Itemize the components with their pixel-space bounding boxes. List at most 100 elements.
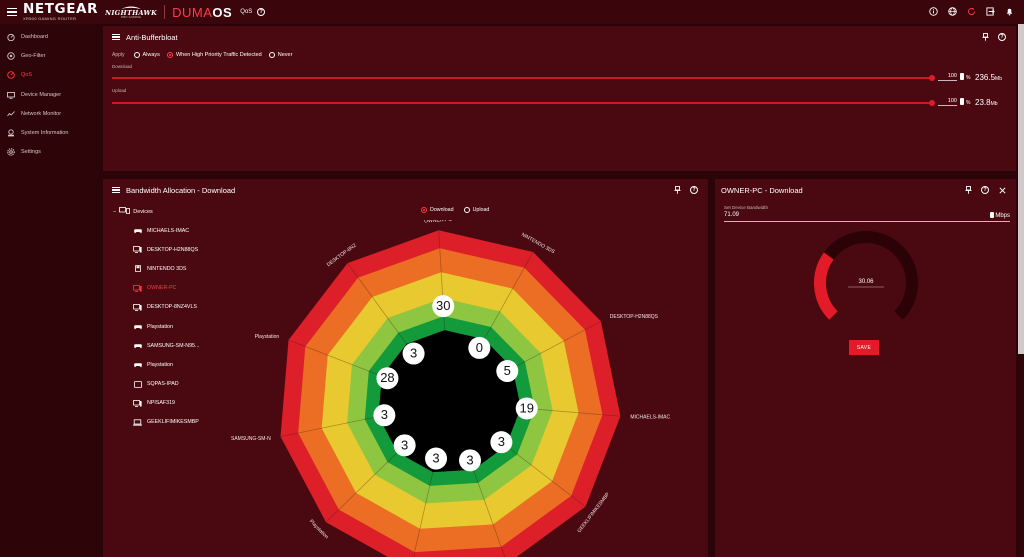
direction-options: Download Upload (421, 207, 489, 213)
sidebar-item-device-manager[interactable]: Device Manager (0, 85, 96, 104)
gauge-track (814, 231, 918, 320)
device-list-item[interactable]: SQPAS-IPAD (133, 375, 199, 394)
device-bandwidth-input[interactable]: 71.09 Mbps (724, 212, 1010, 222)
dumaos-suffix: OS (212, 4, 233, 20)
radar-value-label: 3 (432, 450, 439, 465)
direction-upload-radio[interactable]: Upload (463, 207, 489, 213)
computer-icon (133, 303, 142, 311)
panel-help-icon[interactable]: ? (981, 186, 989, 194)
device-bandwidth-unit: Mbps (990, 212, 1010, 219)
sidebar-item-settings[interactable]: Settings (0, 143, 96, 162)
upload-percent-stepper[interactable] (960, 98, 964, 105)
refresh-icon[interactable] (966, 6, 976, 16)
radar-axis-label: SAMSUNG-SM-N (231, 436, 271, 442)
radar-value-label: 5 (504, 363, 511, 378)
radar-axis-line (505, 445, 586, 507)
radar-axis-label: DESKTOP-H2N88QS (610, 314, 659, 320)
radar-value-label: 3 (381, 407, 388, 422)
panel-help-icon[interactable]: ? (690, 186, 698, 194)
anti-bufferbloat-panel: Anti-Bufferbloat ? Apply Always When Hig… (103, 26, 1016, 171)
devices-tree-root[interactable]: − Devices (113, 207, 153, 216)
pin-icon[interactable] (981, 33, 989, 41)
sidebar-item-label: Device Manager (21, 91, 62, 98)
page-scrollbar-thumb[interactable] (1018, 24, 1024, 354)
upload-speed-unit: Mb (990, 101, 998, 107)
radar-core (378, 330, 521, 473)
sidebar-item-system-information[interactable]: System Information (0, 123, 96, 142)
radar-value-bubble[interactable] (432, 295, 455, 318)
apply-always-radio[interactable]: Always (133, 52, 160, 58)
device-list-item[interactable]: SAMSUNG-SM-N95... (133, 336, 199, 355)
radar-value-bubble[interactable] (393, 434, 416, 457)
save-button[interactable]: SAVE (849, 340, 879, 355)
radio-label: Download (430, 207, 454, 213)
info-icon[interactable] (928, 6, 938, 16)
radar-value-bubble[interactable] (468, 336, 491, 359)
gauge-value[interactable]: 30.06 (858, 279, 874, 285)
download-percent-stepper[interactable] (960, 73, 964, 80)
download-speed-unit: Mb (995, 76, 1002, 82)
panel-menu-button[interactable] (112, 34, 120, 40)
pin-icon[interactable] (673, 186, 681, 194)
sidebar-item-network-monitor[interactable]: Network Monitor (0, 104, 96, 123)
device-list-item[interactable]: OWNER-PC (133, 279, 199, 298)
collapse-icon[interactable]: − (113, 208, 117, 215)
globe-icon[interactable] (947, 6, 957, 16)
download-slider-thumb[interactable] (929, 75, 935, 81)
device-list-item[interactable]: DESKTOP-8NZ4VLS (133, 298, 199, 317)
device-list-item[interactable]: NINTENDO 3DS (133, 259, 199, 278)
upload-slider-track[interactable] (112, 102, 932, 104)
panel-help-icon[interactable]: ? (998, 33, 1006, 41)
brand-name: NETGEAR (23, 0, 99, 17)
radar-value-bubble[interactable] (490, 431, 513, 454)
bell-icon[interactable] (1004, 6, 1014, 16)
gauge-fill (814, 252, 838, 320)
geo-filter-icon (7, 52, 15, 60)
tablet-icon (133, 380, 142, 388)
device-list-item[interactable]: GEEKLIFIMIKESMBP (133, 413, 199, 432)
device-name: DESKTOP-8NZ4VLS (147, 304, 197, 311)
apply-when-priority-radio[interactable]: When High Priority Traffic Detected (166, 52, 262, 58)
device-list-item[interactable]: NPISAF319 (133, 394, 199, 413)
download-slider-track[interactable] (112, 77, 932, 79)
top-bar: NETGEAR XR500 GAMING ROUTER NIGHTHAWK PR… (0, 0, 1024, 24)
device-list-item[interactable]: MICHAELS-IMAC (133, 221, 199, 240)
direction-download-radio[interactable]: Download (421, 207, 454, 213)
apply-label: Apply (112, 52, 125, 58)
device-list-item[interactable]: Playstation (133, 355, 199, 374)
upload-percent-input[interactable]: 100 (938, 98, 957, 106)
device-list-item[interactable]: DESKTOP-H2N88QS (133, 240, 199, 259)
sidebar-item-dashboard[interactable]: Dashboard (0, 27, 96, 46)
logout-icon[interactable] (985, 6, 995, 16)
sidebar-item-label: System Information (21, 130, 69, 137)
nighthawk-subtitle: PRO GAMING (121, 15, 142, 20)
radio-indicator (268, 52, 275, 58)
radar-value-bubble[interactable] (373, 404, 396, 427)
laptop-icon (133, 419, 142, 426)
device-bandwidth-panel: OWNER-PC - Download ? Set Device Bandwid… (715, 179, 1016, 557)
download-slider-label: Download (112, 64, 133, 69)
pin-icon[interactable] (964, 186, 972, 194)
device-list-item[interactable]: Playstation (133, 317, 199, 336)
main-menu-button[interactable] (7, 8, 17, 16)
section-help-icon[interactable]: ? (257, 8, 266, 16)
radar-value-bubble[interactable] (425, 447, 448, 470)
sidebar-item-geo-filter[interactable]: Geo-Filter (0, 46, 96, 65)
sidebar-item-qos[interactable]: QoS (0, 66, 96, 85)
radio-indicator (166, 52, 173, 58)
radar-value-bubble[interactable] (402, 342, 425, 365)
close-icon[interactable] (998, 186, 1006, 194)
bandwidth-gauge[interactable]: 30.06 (811, 228, 921, 338)
radar-value-label: 28 (380, 370, 394, 385)
netgear-logo: NETGEAR XR500 GAMING ROUTER (23, 0, 99, 22)
radar-value-bubble[interactable] (515, 397, 538, 420)
radar-value-bubble[interactable] (496, 360, 519, 383)
radar-axis-line (483, 251, 534, 340)
upload-slider-thumb[interactable] (929, 100, 935, 106)
radar-value-bubble[interactable] (376, 367, 399, 390)
radio-label: Always (142, 52, 160, 58)
apply-never-radio[interactable]: Never (268, 52, 292, 58)
download-percent-input[interactable]: 100 (938, 73, 957, 81)
panel-menu-button[interactable] (112, 187, 120, 193)
radar-value-bubble[interactable] (459, 449, 482, 472)
